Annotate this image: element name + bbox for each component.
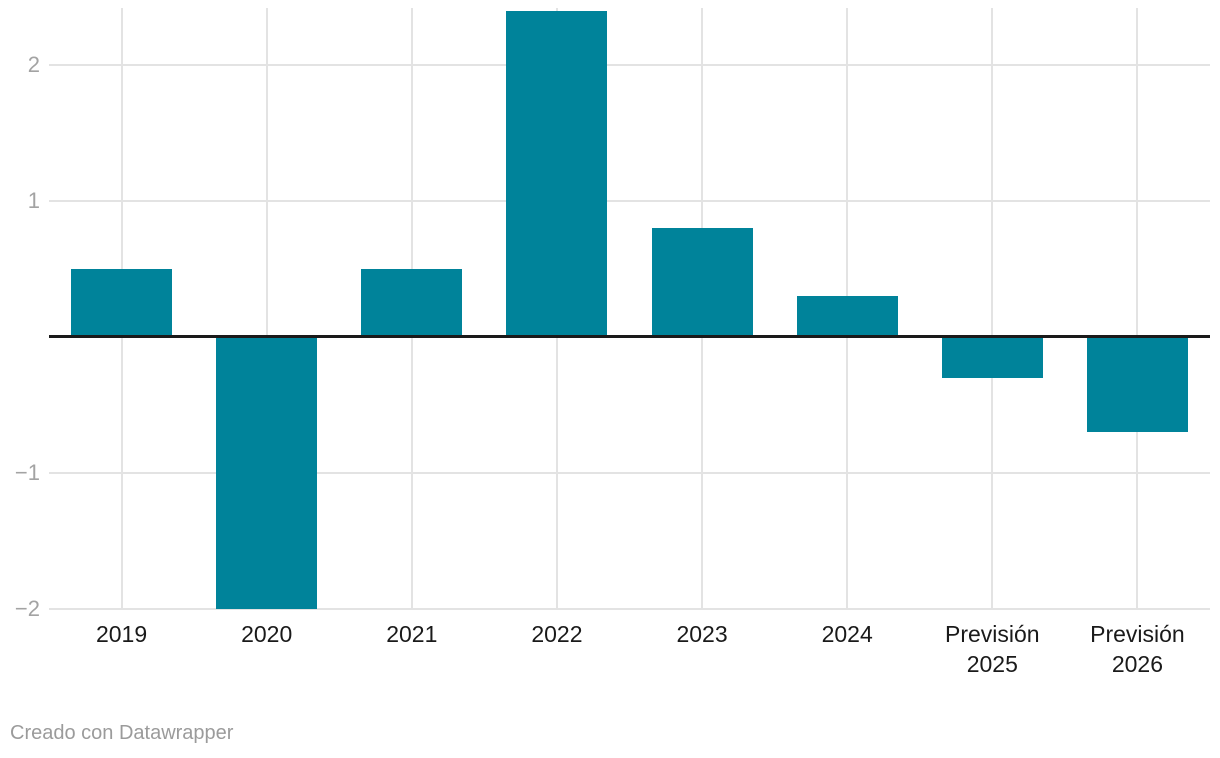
chart-bar (71, 269, 173, 337)
chart-bar (506, 10, 608, 337)
horizontal-gridline (49, 64, 1210, 66)
x-axis-tick-label: Previsión 2026 (1090, 621, 1185, 677)
x-axis-tick-label: 2021 (386, 621, 438, 647)
chart-bar (216, 337, 318, 609)
chart-bar (1086, 337, 1188, 433)
y-axis-tick-label: 2 (27, 52, 40, 77)
x-axis-tick-label: 2020 (241, 621, 293, 647)
horizontal-gridline (49, 200, 1210, 202)
y-axis-tick-label: −1 (14, 460, 40, 485)
zero-baseline (49, 335, 1210, 338)
y-axis-tick-label: 1 (27, 188, 40, 213)
chart-bar (796, 296, 898, 337)
chart-bar (941, 337, 1043, 378)
vertical-gridline (991, 8, 994, 610)
x-axis-tick-label: 2024 (821, 621, 873, 647)
x-axis-tick-label: 2019 (95, 621, 148, 647)
y-axis-tick-label: −2 (14, 596, 40, 621)
chart-bar (361, 269, 463, 337)
x-axis-tick-label: 2023 (676, 621, 728, 647)
horizontal-gridline (49, 472, 1210, 474)
vertical-gridline (265, 8, 268, 610)
x-axis-tick-label: Previsión 2025 (945, 621, 1040, 677)
chart-bar (651, 228, 753, 337)
horizontal-gridline (49, 608, 1210, 610)
credit-line: Creado con Datawrapper (10, 722, 234, 744)
vertical-gridline (1136, 8, 1139, 610)
x-axis-tick-label: 2022 (531, 621, 583, 647)
